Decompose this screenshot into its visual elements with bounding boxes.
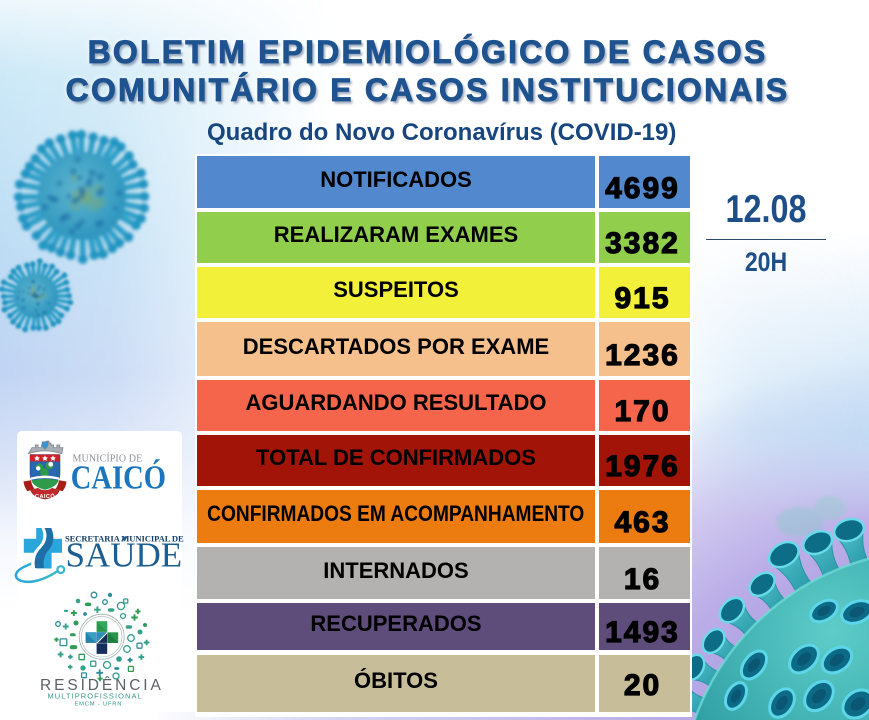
svg-text:CAICÓ: CAICÓ [35, 492, 55, 500]
svg-text:EMCM - UFRN: EMCM - UFRN [75, 701, 123, 707]
svg-text:MUNICÍPIO DE: MUNICÍPIO DE [73, 453, 143, 465]
svg-text:SAÚDE: SAÚDE [66, 535, 183, 575]
svg-text:RESIDÊNCIA: RESIDÊNCIA [40, 677, 164, 694]
svg-text:SECRETARIA MUNICIPAL DE: SECRETARIA MUNICIPAL DE [65, 534, 184, 544]
svg-text:MULTIPROFISSIONAL: MULTIPROFISSIONAL [48, 692, 143, 701]
svg-text:CAICÓ: CAICÓ [71, 458, 166, 496]
